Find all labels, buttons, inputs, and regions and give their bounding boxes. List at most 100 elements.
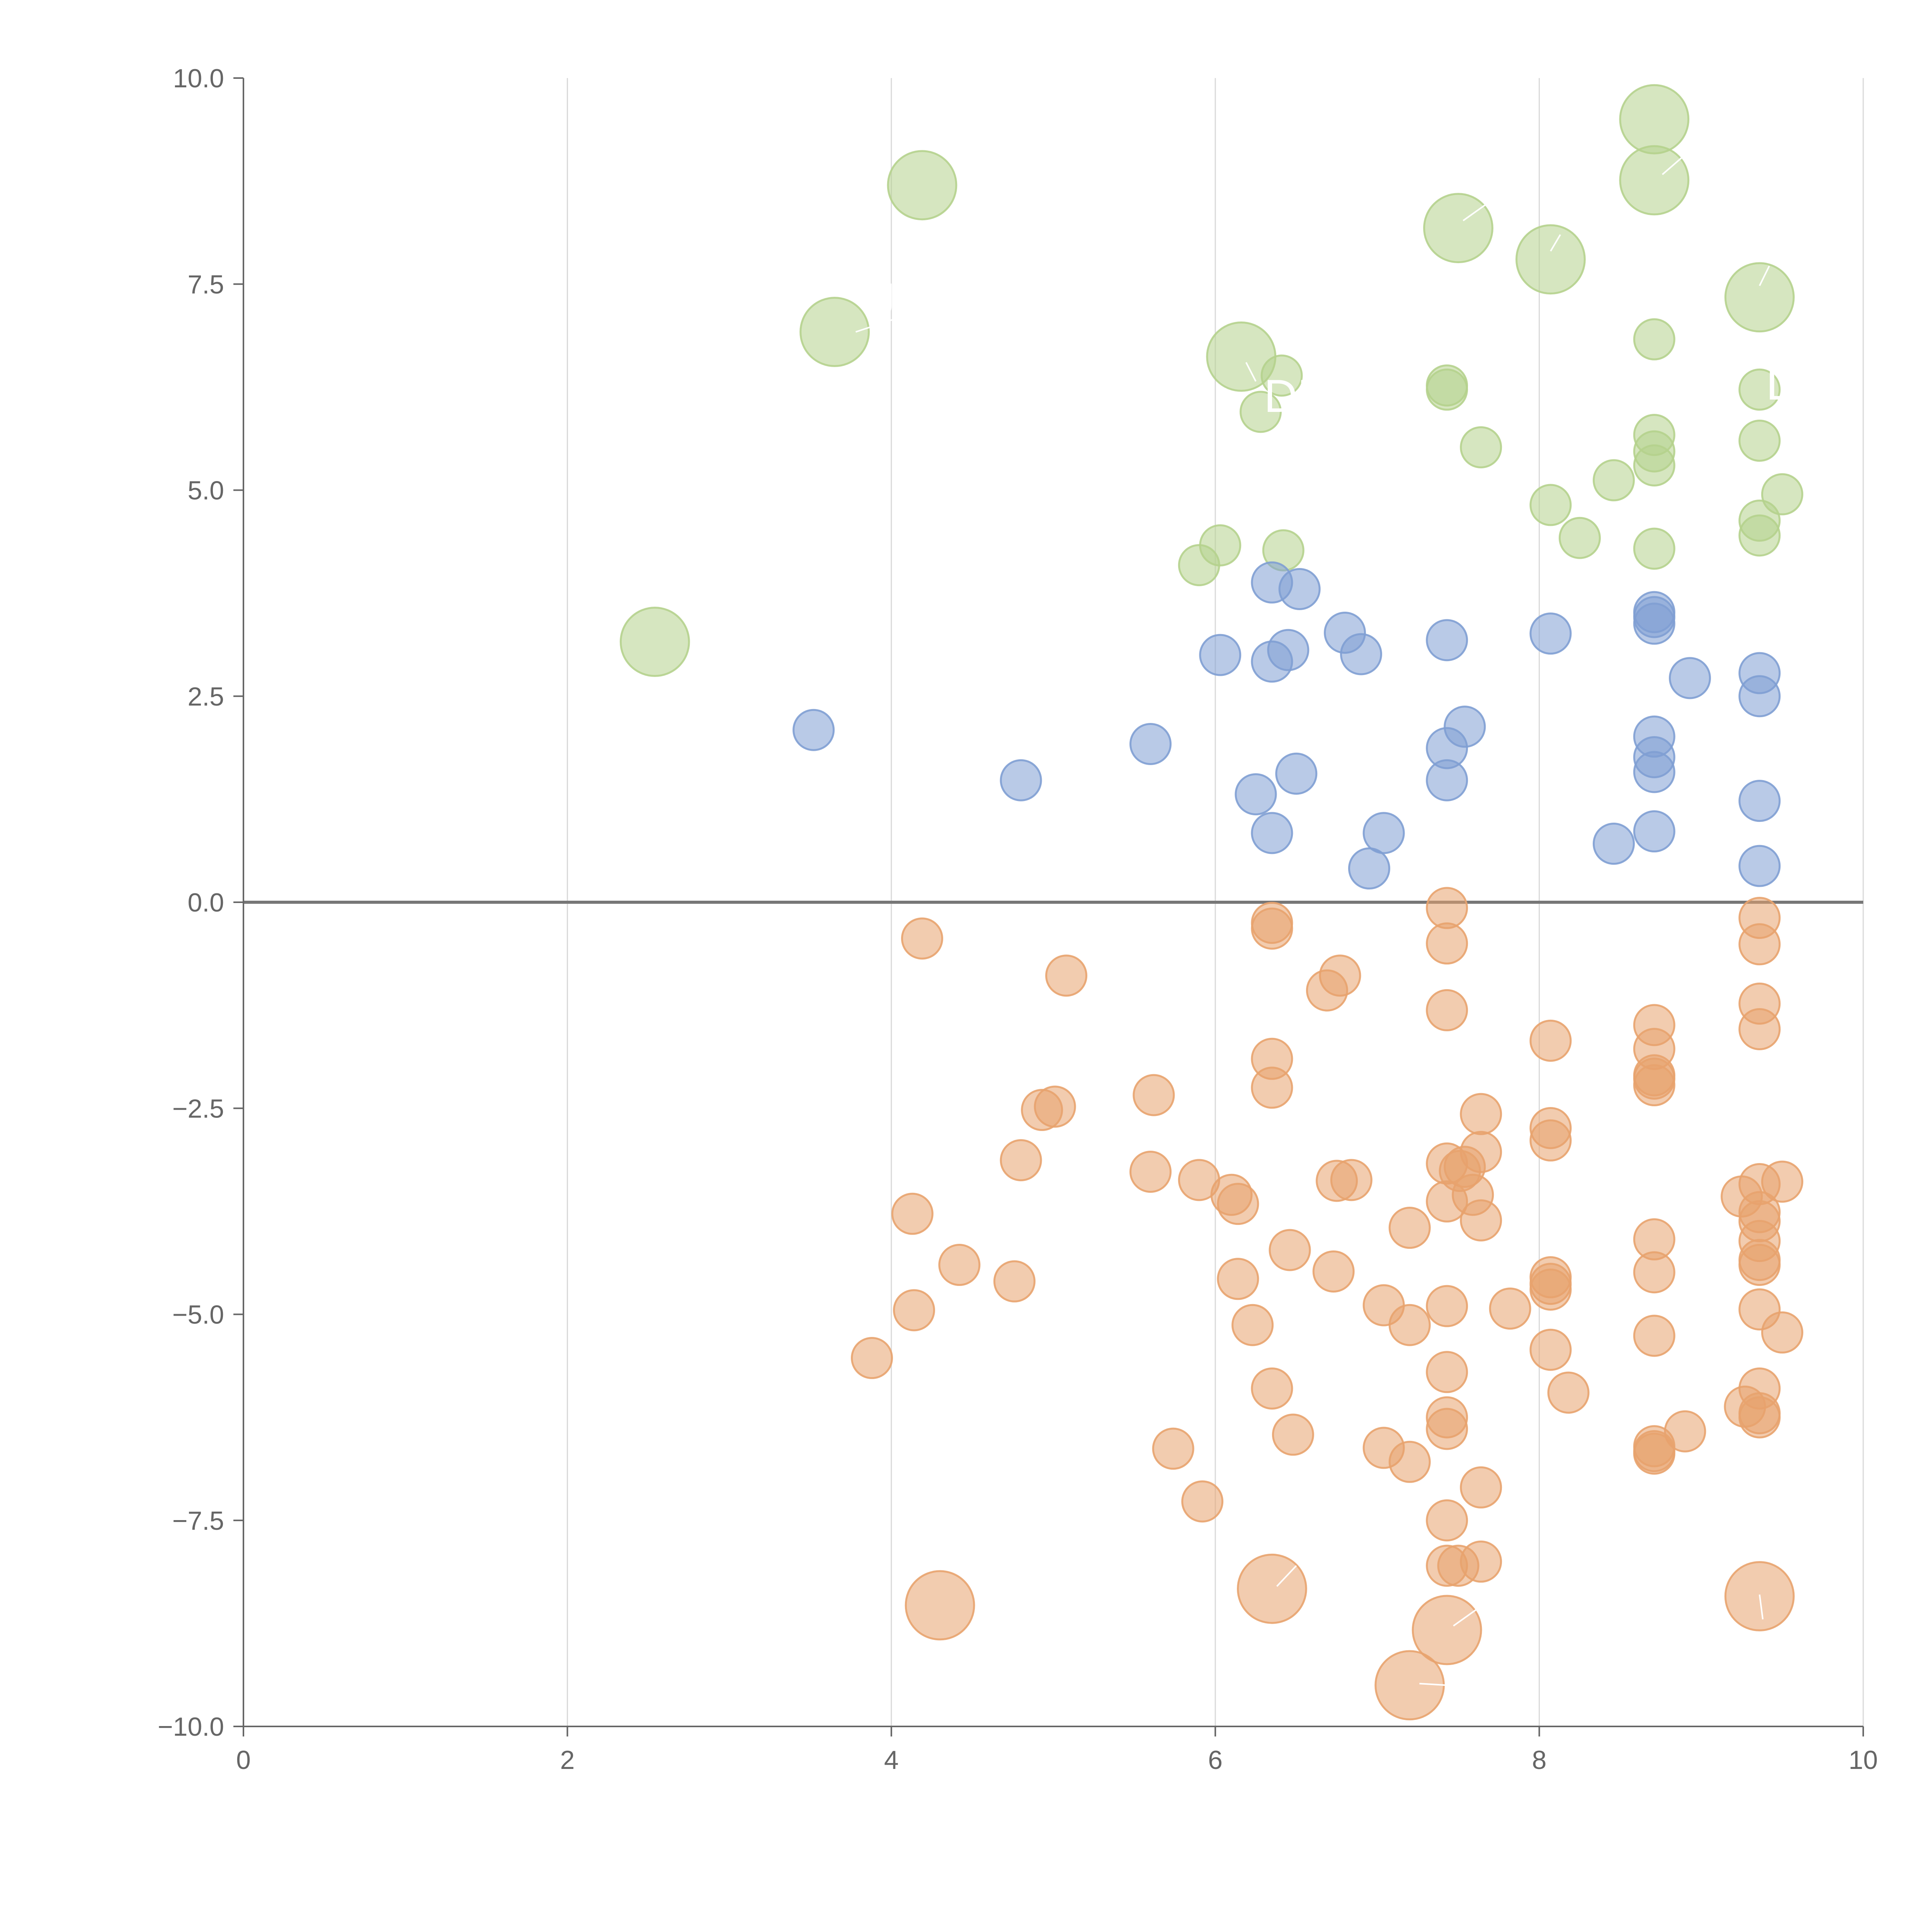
annotation-label: L [1766, 358, 1792, 410]
x-tick-label: 0 [236, 1745, 251, 1775]
orange-point [1217, 1258, 1259, 1300]
green-point [887, 150, 957, 221]
orange-point [1529, 1328, 1572, 1371]
x-tick-label: 2 [560, 1745, 575, 1775]
y-tick-label: −2.5 [172, 1094, 224, 1123]
orange-point [1000, 1139, 1042, 1182]
green-point [1738, 368, 1781, 411]
orange-point [1412, 1595, 1482, 1665]
blue-point [1592, 823, 1635, 865]
orange-point [1272, 1413, 1314, 1456]
orange-point [1312, 1250, 1355, 1293]
green-point [1738, 420, 1781, 462]
y-tick-label: 5.0 [187, 476, 224, 505]
orange-point [1388, 1207, 1431, 1249]
y-tick-label: 2.5 [187, 682, 224, 711]
orange-point [1251, 1066, 1293, 1109]
orange-point [1306, 969, 1348, 1012]
orange-point [1761, 1311, 1803, 1354]
blue-point [1633, 751, 1675, 793]
orange-point [1738, 1396, 1781, 1439]
orange-point [1251, 907, 1293, 950]
orange-point [1426, 989, 1468, 1031]
orange-point [1374, 1650, 1445, 1721]
annotation-label: DEC [1264, 370, 1362, 422]
orange-point [1633, 1064, 1675, 1107]
orange-point [1330, 1159, 1372, 1201]
green-point [1619, 84, 1690, 155]
annotation-label: J [872, 274, 895, 325]
green-point [799, 297, 870, 367]
blue-point [1199, 634, 1242, 676]
y-tick-label: −10.0 [158, 1712, 224, 1742]
blue-point [1738, 675, 1781, 718]
orange-point [1738, 1244, 1781, 1286]
leader-line [1662, 150, 1690, 175]
orange-point [905, 1570, 975, 1641]
blue-point [1340, 633, 1382, 675]
orange-point [1426, 887, 1468, 929]
orange-point [1529, 1119, 1572, 1162]
blue-point [1275, 752, 1318, 795]
leader-lines [855, 150, 1770, 1688]
green-point [1633, 444, 1675, 487]
y-tick-label: 0.0 [187, 888, 224, 917]
tick-labels: 0 2 4 6 8 10 −10.0 −7.5 −5.0 −2.5 0.0 2.5 5.0 7.5 10.0 [158, 64, 1878, 1775]
green-point [1619, 145, 1690, 216]
orange-point [1021, 1089, 1063, 1131]
blue-point [1668, 657, 1711, 699]
leader-line [1463, 202, 1488, 221]
orange-point [1426, 1180, 1468, 1223]
orange-point [1045, 954, 1088, 997]
leader-line [1276, 1565, 1297, 1587]
green-point [1633, 318, 1675, 361]
green-point [1515, 224, 1586, 295]
green-point [1633, 527, 1675, 570]
blue-point [1235, 773, 1277, 816]
blue-point [1362, 812, 1405, 854]
annotation-labels: L J DEC L [872, 69, 1792, 422]
data-points [619, 84, 1803, 1721]
orange-point [1761, 1160, 1803, 1203]
orange-point [891, 1192, 934, 1235]
orange-point [1426, 1499, 1468, 1542]
orange-point [1231, 1304, 1274, 1346]
orange-point [1460, 1199, 1502, 1242]
green-point [1426, 368, 1468, 411]
green-point [1260, 354, 1303, 397]
orange-point [1181, 1480, 1224, 1523]
leader-line [1419, 1683, 1475, 1688]
blue-point [1738, 845, 1781, 887]
leader-line [1453, 1608, 1478, 1627]
orange-point [1633, 1251, 1675, 1294]
leader-line [1759, 265, 1770, 286]
blue-point [1251, 812, 1293, 854]
orange-point [1217, 1183, 1259, 1225]
x-tick-label: 4 [884, 1745, 899, 1775]
orange-point [1460, 1466, 1502, 1509]
orange-point [1738, 923, 1781, 966]
blue-point [1000, 759, 1042, 801]
green-point [1558, 517, 1601, 559]
green-point [1460, 426, 1502, 469]
orange-point [1426, 922, 1468, 965]
orange-point [1738, 1008, 1781, 1050]
orange-point [1460, 1093, 1502, 1135]
orange-point [1633, 1432, 1675, 1475]
green-point [1240, 391, 1282, 433]
green-point [1423, 193, 1493, 264]
leader-line [855, 319, 893, 333]
leader-line [1245, 362, 1257, 382]
orange-point [1426, 1285, 1468, 1327]
blue-point [793, 709, 835, 751]
green-point [1738, 514, 1781, 557]
orange-point [1237, 1553, 1307, 1624]
annotation-label: L [1685, 69, 1711, 121]
blue-point [1738, 780, 1781, 822]
leader-line [1550, 234, 1561, 252]
y-tick-label: 10.0 [173, 64, 224, 93]
orange-point [1529, 1019, 1572, 1062]
orange-point [1426, 1408, 1468, 1450]
blue-point [1426, 759, 1468, 801]
